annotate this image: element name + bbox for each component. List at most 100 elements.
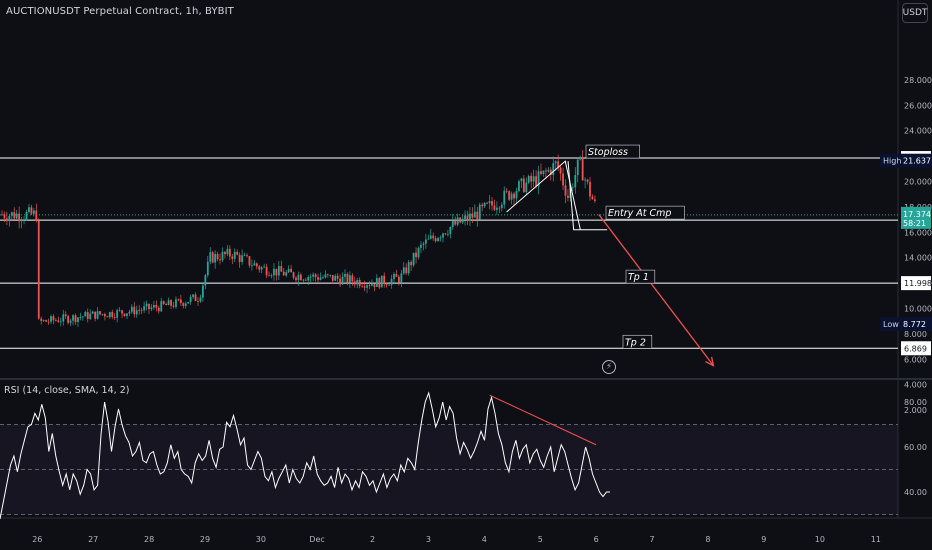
candle-body — [481, 204, 484, 207]
candle-body — [57, 320, 60, 323]
candle-body — [466, 215, 469, 221]
level-label-box[interactable] — [585, 144, 640, 159]
candle-body — [390, 278, 393, 285]
candle-body — [532, 176, 535, 182]
candle-body — [498, 207, 501, 209]
candle-body — [153, 305, 155, 308]
candle-body — [579, 156, 582, 160]
candle-body — [368, 285, 371, 287]
lightning-icon[interactable]: ⚡ — [602, 360, 616, 374]
candle-body — [476, 211, 479, 220]
candle-body — [8, 215, 11, 221]
candle-body — [177, 299, 180, 301]
time-tick-label: 29 — [200, 535, 210, 544]
candle-body — [567, 195, 569, 198]
candle-body — [187, 301, 190, 304]
time-tick-label: Dec — [309, 535, 324, 544]
candle-body — [322, 277, 324, 279]
candle-body — [405, 267, 408, 274]
candle-body — [214, 254, 217, 263]
stat-tag-value: 21.637 — [903, 157, 931, 166]
candle-body — [314, 274, 317, 278]
candle-body — [591, 196, 594, 200]
candle-body — [69, 320, 72, 323]
candle-body — [552, 163, 555, 175]
candle-body — [341, 276, 344, 285]
candle-body — [300, 274, 302, 281]
pattern-line[interactable] — [567, 161, 608, 231]
candle-body — [260, 267, 263, 270]
candle-body — [434, 238, 437, 242]
candle-body — [62, 314, 65, 322]
level-label: Tp 2 — [625, 337, 646, 348]
candle-body — [344, 273, 346, 277]
candle-body — [398, 276, 400, 283]
candle-body — [309, 276, 312, 278]
candle-body — [542, 170, 545, 174]
current-price-value: 17.374 — [903, 210, 931, 219]
candle-body — [407, 262, 410, 274]
candle-body — [192, 294, 194, 297]
time-tick-label: 7 — [650, 535, 655, 544]
time-tick-label: 11 — [871, 535, 881, 544]
stat-tag — [880, 317, 932, 332]
candle-body — [412, 252, 415, 266]
stat-tag — [880, 153, 932, 168]
rsi-divergence-line[interactable] — [489, 394, 597, 446]
candle-body — [150, 307, 153, 310]
candle-body — [50, 316, 52, 322]
candle-body — [363, 286, 366, 288]
level-price-tag — [901, 341, 931, 356]
projection-arrow[interactable] — [598, 214, 714, 367]
candle-body — [349, 275, 351, 283]
candle-body — [236, 251, 239, 255]
candle-body — [123, 313, 126, 316]
candle-body — [202, 285, 204, 298]
stat-tag-label: High — [883, 157, 901, 166]
candle-body — [422, 243, 425, 245]
candle-body — [206, 261, 209, 276]
level-label-box[interactable] — [625, 269, 656, 284]
price-tick-label: 10.000 — [904, 305, 932, 314]
candle-body — [35, 210, 38, 221]
candle-body — [581, 156, 584, 181]
candle-body — [28, 207, 30, 212]
candle-body — [290, 268, 292, 273]
currency-button[interactable]: USDT — [902, 3, 928, 23]
candle-body — [111, 312, 114, 317]
candle-body — [525, 182, 528, 193]
candle-body — [280, 266, 283, 272]
candle-body — [444, 233, 447, 235]
candle-body — [515, 191, 518, 199]
time-tick-label: 2 — [370, 535, 375, 544]
candle-body — [32, 210, 35, 214]
candle-body — [373, 284, 376, 287]
candle-body — [67, 316, 70, 323]
price-tick-label: 6.000 — [904, 355, 927, 364]
candle-body — [184, 303, 187, 306]
candle-body — [219, 259, 221, 261]
level-label-box[interactable] — [622, 334, 653, 349]
candle-body — [388, 284, 390, 286]
candle-body — [273, 268, 275, 276]
candle-body — [40, 318, 43, 321]
candle-body — [400, 273, 403, 283]
candle-body — [589, 181, 591, 197]
candle-body — [253, 263, 256, 266]
candle-body — [473, 211, 476, 218]
candle-body — [520, 178, 523, 182]
candle-body — [483, 202, 486, 207]
candle-body — [594, 199, 596, 201]
candle-body — [564, 185, 567, 196]
candle-body — [268, 275, 270, 277]
candle-body — [251, 265, 253, 267]
price-tick-label: 26.000 — [904, 101, 932, 110]
level-label-box[interactable] — [605, 205, 685, 220]
pattern-line[interactable] — [506, 160, 581, 230]
candle-body — [118, 310, 121, 312]
candle-body — [505, 190, 508, 192]
candle-body — [383, 275, 386, 285]
candle-body — [246, 255, 248, 257]
candle-body — [574, 175, 577, 188]
